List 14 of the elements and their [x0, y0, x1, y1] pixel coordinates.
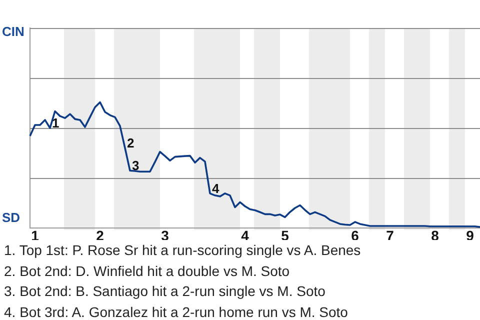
text: 3. Bot 2nd: B. Santiago hit a 2-run single vs M. Soto [4, 282, 326, 301]
text: SD [2, 210, 20, 225]
annotation: 3 [132, 158, 140, 174]
x-tick-label: 1 [31, 227, 40, 244]
x-tick-label: 2 [96, 227, 104, 244]
annotation: 1 [52, 116, 60, 131]
x-tick-label: 7 [386, 227, 394, 244]
x-tick-label: 4 [241, 227, 250, 244]
text: 1. Top 1st: P. Rose Sr hit a run-scoring single vs A. Benes [4, 242, 361, 258]
annotation: 2 [127, 136, 134, 151]
text: 4. Bot 3rd: A. Gonzalez hit a 2-run home run vs M. Soto [4, 302, 349, 320]
text: CIN [2, 24, 24, 39]
text: 2. Bot 2nd: D. Winfield hit a double vs M. Soto [4, 262, 291, 280]
annotation: 4 [212, 180, 220, 196]
